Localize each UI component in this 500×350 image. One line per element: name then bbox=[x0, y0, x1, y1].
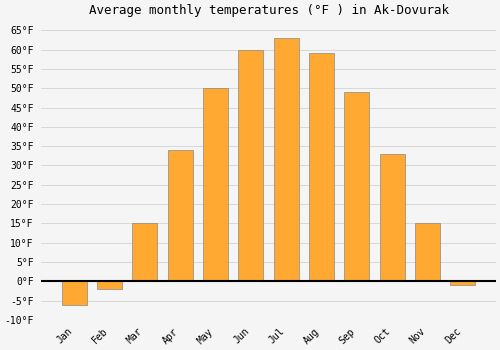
Bar bbox=[450, 281, 475, 285]
Bar bbox=[274, 38, 298, 281]
Bar bbox=[415, 223, 440, 281]
Bar bbox=[238, 50, 263, 281]
Bar bbox=[168, 150, 192, 281]
Bar bbox=[380, 154, 404, 281]
Bar bbox=[344, 92, 369, 281]
Bar bbox=[132, 223, 157, 281]
Bar bbox=[309, 54, 334, 281]
Title: Average monthly temperatures (°F ) in Ak-Dovurak: Average monthly temperatures (°F ) in Ak… bbox=[88, 4, 448, 17]
Bar bbox=[203, 88, 228, 281]
Bar bbox=[62, 281, 86, 304]
Bar bbox=[97, 281, 122, 289]
